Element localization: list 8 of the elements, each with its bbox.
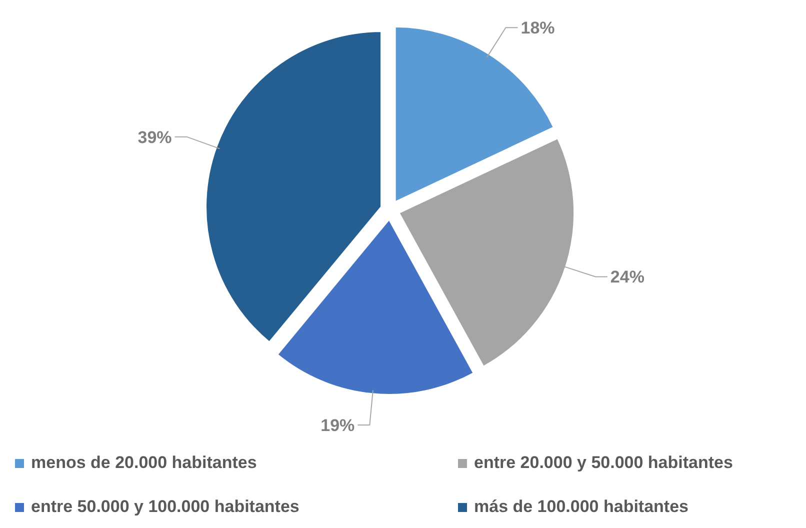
legend-label: más de 100.000 habitantes (474, 497, 689, 516)
legend-label: entre 20.000 y 50.000 habitantes (474, 453, 733, 472)
data-label: 24% (610, 268, 644, 287)
data-label: 39% (138, 128, 172, 147)
data-label: 18% (520, 18, 555, 38)
legend-label: entre 50.000 y 100.000 habitantes (31, 497, 300, 516)
legend-label: menos de 20.000 habitantes (31, 453, 257, 472)
data-label: 19% (320, 416, 355, 436)
